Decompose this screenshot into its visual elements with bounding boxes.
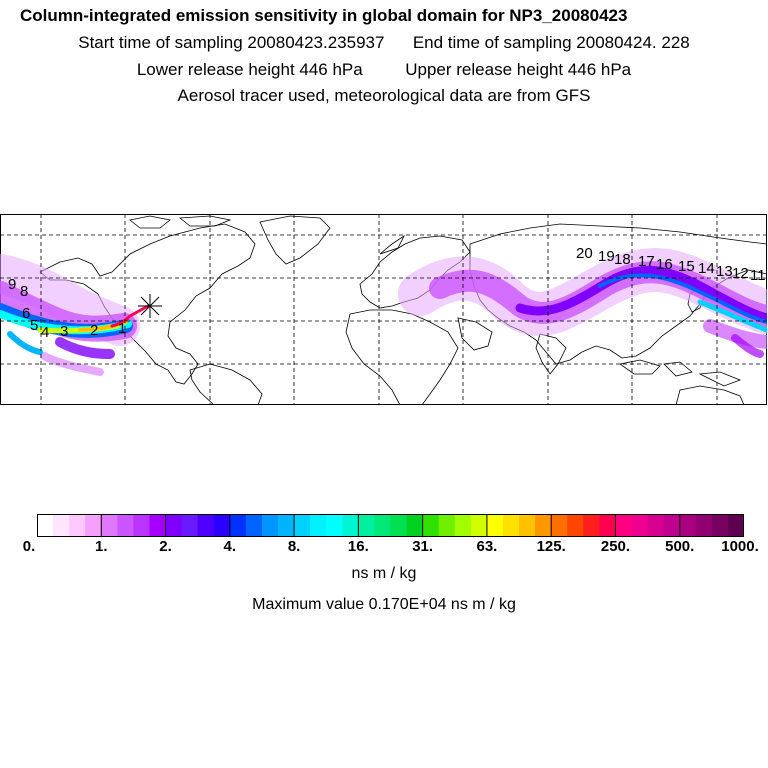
- sampling-time-line: Start time of sampling 20080423.235937 E…: [0, 33, 768, 53]
- colorbar-swatch: [551, 514, 568, 537]
- colorbar-swatch: [117, 514, 135, 537]
- trajectory-label: 1: [118, 320, 126, 337]
- colorbar-tick-label: 0.: [22, 538, 36, 555]
- trajectory-label: 15: [678, 258, 695, 275]
- colorbar-swatch: [647, 514, 665, 537]
- colorbar-swatch: [278, 514, 295, 537]
- colorbar-swatch: [486, 514, 504, 537]
- colorbar-swatch: [535, 514, 552, 537]
- lat-lon-grid: [0, 214, 767, 405]
- colorbar-swatch: [342, 514, 359, 537]
- colorbar-swatch: [519, 514, 536, 537]
- colorbar-swatch: [310, 514, 327, 537]
- global-map: 1 2 3 4 5 6 8 9 20 19 18 17 16 15 14 13 …: [0, 214, 767, 405]
- colorbar-swatch: [197, 514, 215, 537]
- colorbar-dividers: [100, 514, 681, 537]
- colorbar-swatch: [470, 514, 488, 537]
- colorbar-tick-label: 4.: [223, 538, 237, 555]
- colorbar-swatch: [422, 514, 440, 537]
- trajectory-label: 8: [20, 283, 28, 300]
- trajectory-label: 14: [698, 260, 715, 277]
- colorbar-swatch: [727, 514, 744, 537]
- colorbar-swatch: [695, 514, 713, 537]
- colorbar-swatch: [85, 514, 102, 537]
- colorbar-swatch: [245, 514, 263, 537]
- trajectory-label: 2: [90, 322, 98, 339]
- colorbar: [37, 514, 744, 537]
- colorbar-swatch: [181, 514, 199, 537]
- colorbar-swatch: [390, 514, 408, 537]
- colorbar-swatch: [679, 514, 697, 537]
- colorbar-swatch: [567, 514, 584, 537]
- colorbar-swatch: [149, 514, 167, 537]
- end-time-label: End time of sampling 20080424. 228: [412, 33, 690, 52]
- colorbar-tick-label: 63.: [476, 538, 498, 555]
- colorbar-swatch: [615, 514, 633, 537]
- colorbar-swatch: [583, 514, 600, 537]
- tracer-info-line: Aerosol tracer used, meteorological data…: [177, 86, 591, 105]
- colorbar-swatch: [358, 514, 376, 537]
- trajectory-label: 6: [22, 305, 30, 322]
- colorbar-tick-label: 2.: [159, 538, 172, 555]
- colorbar-swatches: [37, 514, 744, 537]
- plot-title: Column-integrated emission sensitivity i…: [20, 6, 628, 25]
- trajectory-label: 17: [638, 253, 655, 270]
- trajectory-label: 4: [41, 324, 49, 341]
- colorbar-tick-label: 16.: [347, 538, 369, 555]
- colorbar-swatch: [294, 514, 311, 537]
- colorbar-swatch: [663, 514, 681, 537]
- colorbar-swatch: [711, 514, 729, 537]
- colorbar-swatch: [133, 514, 151, 537]
- colorbar-swatch: [438, 514, 456, 537]
- trajectory-label: 5: [30, 317, 38, 334]
- start-time-label: Start time of sampling 20080423.235937: [78, 33, 385, 52]
- lower-height-label: Lower release height 446 hPa: [136, 60, 363, 79]
- colorbar-tick-label: 250.: [600, 538, 631, 555]
- colorbar-swatch: [374, 514, 392, 537]
- colorbar-swatch: [229, 514, 247, 537]
- trajectory-label: 3: [60, 323, 68, 340]
- colorbar-swatch: [599, 514, 617, 537]
- colorbar-tick-label: 1.: [95, 538, 108, 555]
- release-height-line: Lower release height 446 hPa Upper relea…: [0, 60, 768, 80]
- colorbar-swatch: [454, 514, 472, 537]
- colorbar-swatch: [261, 514, 279, 537]
- release-point-asterisk: [138, 294, 162, 318]
- colorbar-tick-label: 500.: [665, 538, 695, 555]
- upper-height-label: Upper release height 446 hPa: [405, 60, 632, 79]
- colorbar-tick-label: 125.: [536, 538, 566, 555]
- colorbar-swatch: [101, 514, 118, 537]
- colorbar-swatch: [165, 514, 183, 537]
- colorbar-swatch: [326, 514, 343, 537]
- emission-sensitivity-plume: [0, 248, 767, 376]
- colorbar-swatch: [631, 514, 649, 537]
- colorbar-swatch: [502, 514, 520, 537]
- trajectory-label: 20: [576, 245, 593, 262]
- trajectory-label: 12: [732, 265, 749, 282]
- colorbar-tick-label: 1000.: [721, 538, 759, 555]
- colorbar-swatch: [69, 514, 86, 537]
- trajectory-label: 19: [598, 248, 615, 265]
- colorbar-tick-label: 8.: [287, 538, 301, 555]
- max-value-text: Maximum value 0.170E+04 ns m / kg: [252, 596, 516, 613]
- trajectory-label: 11: [750, 267, 766, 284]
- trajectory-label: 9: [8, 276, 16, 293]
- trajectory-label: 16: [656, 256, 673, 273]
- colorbar-swatch: [406, 514, 424, 537]
- colorbar-swatch: [37, 514, 54, 537]
- trajectory-label: 13: [716, 263, 733, 280]
- colorbar-swatch: [213, 514, 231, 537]
- trajectory-labels: 1 2 3 4 5 6 8 9 20 19 18 17 16 15 14 13 …: [8, 245, 766, 341]
- colorbar-tick-label: 31.: [412, 538, 434, 555]
- trajectory-label: 18: [614, 251, 631, 268]
- colorbar-swatch: [53, 514, 70, 537]
- colorbar-units: ns m / kg: [351, 565, 417, 582]
